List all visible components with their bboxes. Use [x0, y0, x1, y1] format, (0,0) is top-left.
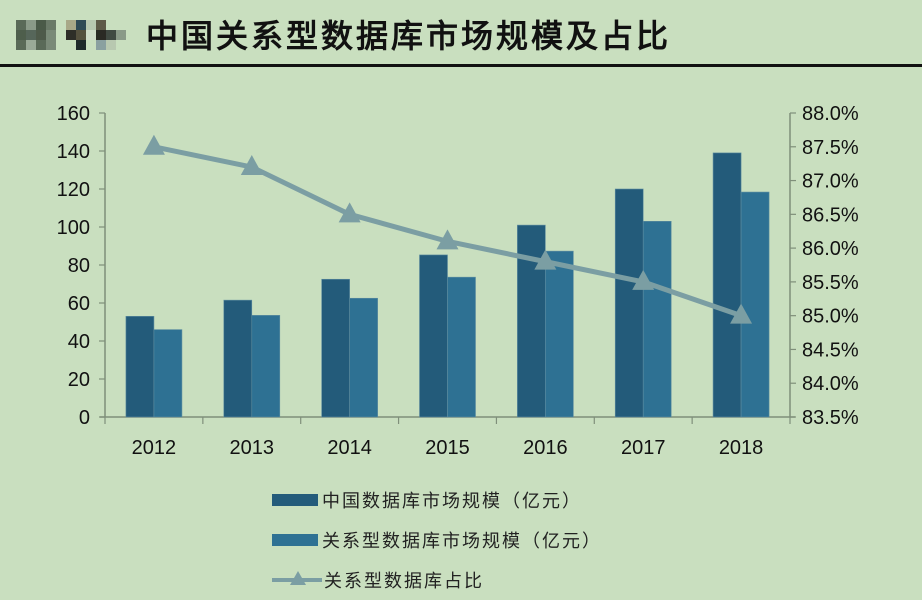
bar-total — [614, 188, 644, 418]
bar-relational — [447, 276, 476, 418]
left-tick-label: 160 — [57, 103, 90, 125]
logo-icon — [16, 20, 126, 50]
right-tick-label: 85.5% — [802, 272, 859, 294]
right-tick-label: 85.0% — [802, 306, 859, 328]
bar-total — [125, 315, 155, 418]
x-tick-label: 2018 — [719, 437, 764, 459]
right-tick-label: 84.5% — [802, 339, 859, 361]
legend-label: 关系型数据库市场规模（亿元） — [322, 531, 602, 552]
right-tick-label: 87.5% — [802, 137, 859, 159]
left-tick-label: 140 — [57, 141, 90, 163]
triangle-marker-icon — [534, 249, 557, 270]
right-tick-label: 88.0% — [802, 103, 859, 125]
triangle-marker-icon — [632, 269, 655, 290]
header: 中国关系型数据库市场规模及占比 — [0, 0, 922, 67]
right-tick-label: 87.0% — [802, 171, 859, 193]
legend-swatch-relational — [272, 534, 318, 546]
x-tick-label: 2016 — [523, 437, 568, 459]
x-tick-label: 2013 — [230, 437, 275, 459]
header-divider — [0, 64, 922, 67]
bar-relational — [740, 191, 770, 418]
triangle-marker-icon — [338, 202, 361, 223]
triangle-marker-icon — [240, 155, 263, 176]
triangle-marker-icon — [142, 134, 165, 155]
x-tick-label: 2014 — [327, 437, 372, 459]
chart-title: 中国关系型数据库市场规模及占比 — [146, 17, 672, 55]
right-tick-label: 83.5% — [802, 407, 859, 429]
x-tick-label: 2015 — [425, 437, 470, 459]
combo-chart: 0 20 40 60 80 100 120 140 160 83.5% 84.0% 84.5% 85.0… — [57, 103, 859, 459]
right-tick-label: 86.5% — [802, 204, 859, 226]
left-tick-label: 40 — [68, 331, 90, 353]
bar-relational — [642, 221, 672, 418]
bar-total — [517, 224, 546, 418]
bar-relational — [251, 315, 281, 418]
triangle-marker-icon — [436, 229, 459, 250]
triangle-marker-icon — [730, 303, 753, 324]
bar-total — [419, 254, 448, 418]
x-tick-label: 2017 — [621, 437, 666, 459]
x-tick-label: 2012 — [132, 437, 177, 459]
legend-triangle-line-icon — [272, 571, 322, 587]
left-tick-label: 100 — [57, 217, 90, 239]
legend-item-relational: 关系型数据库市场规模（亿元） — [272, 520, 602, 560]
bar-total — [223, 299, 253, 418]
legend-item-total: 中国数据库市场规模（亿元） — [272, 480, 602, 520]
bar-relational — [349, 297, 378, 418]
legend-item-share: 关系型数据库占比 — [272, 560, 602, 600]
left-tick-label: 80 — [68, 255, 90, 277]
left-tick-label: 120 — [57, 179, 90, 201]
bar-relational — [153, 329, 183, 418]
bar-total — [321, 278, 350, 418]
legend-label: 关系型数据库占比 — [324, 571, 484, 592]
legend-swatch-total — [272, 494, 318, 506]
bar-total — [712, 152, 742, 418]
left-tick-label: 60 — [68, 293, 90, 315]
left-tick-label: 0 — [79, 407, 90, 429]
legend: 中国数据库市场规模（亿元） 关系型数据库市场规模（亿元） 关系型数据库占比 — [272, 480, 602, 600]
left-tick-label: 20 — [68, 369, 90, 391]
right-tick-label: 84.0% — [802, 373, 859, 395]
bar-relational — [545, 250, 574, 418]
right-tick-label: 86.0% — [802, 238, 859, 260]
legend-label: 中国数据库市场规模（亿元） — [322, 491, 582, 512]
